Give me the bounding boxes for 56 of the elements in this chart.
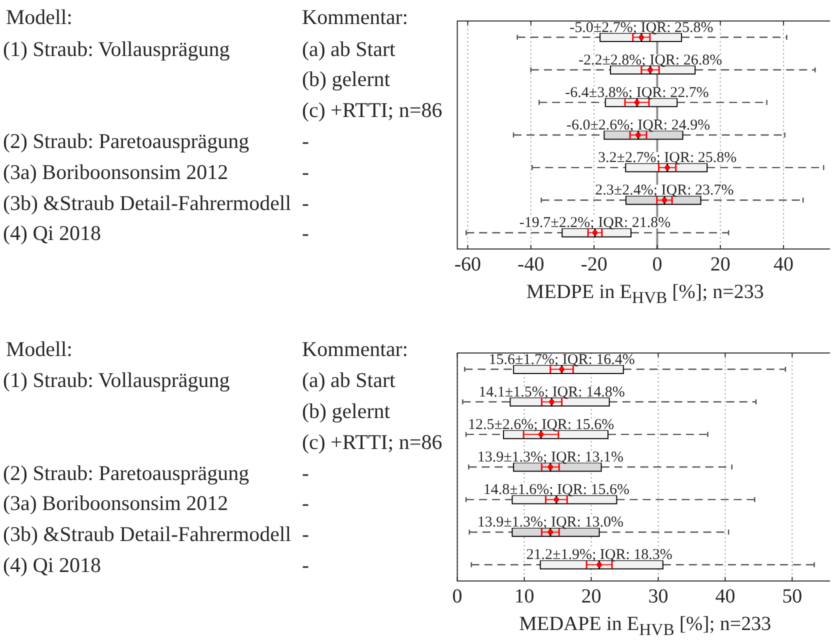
category-label: (b) gelernt: [302, 398, 390, 423]
text: Modell:: [6, 5, 72, 30]
x-tick-label: 30: [648, 584, 668, 607]
annotation: -6.0±2.6%; IQR: 24.9%: [566, 118, 710, 134]
x-axis-title: MEDPE in E$_{HVB}$ [%]; n=233: [525, 280, 765, 309]
annotation: 15.6±1.7%; IQR: 16.4%: [488, 351, 635, 368]
x-tick-label: 10: [514, 584, 534, 607]
category-label: (4) Qi 2018: [3, 552, 101, 577]
category-label: (3a) Boriboonsonsim 2012: [3, 160, 228, 184]
x-tick-label: 40: [774, 253, 794, 276]
x-tick-label: 0: [452, 584, 462, 607]
category-label: (2) Straub: Paretoausprägung: [3, 128, 250, 153]
category-label: (3a) Boriboonsonsim 2012: [3, 491, 228, 516]
x-tick-label: -40: [518, 253, 544, 276]
category-label: (a) ab Start: [302, 368, 396, 392]
category-label: (1) Straub: Vollausprägung: [3, 368, 230, 392]
annotation: 14.1±1.5%; IQR: 14.8%: [478, 384, 625, 400]
category-label: (c) +RTTI; n=86: [302, 98, 442, 122]
category-label: (3b) &Straub Detail-Fahrermodell: [3, 190, 292, 214]
text: Modell:: [6, 336, 72, 361]
category-label: -: [302, 460, 309, 485]
annotation: 14.8±1.6%; IQR: 15.6%: [483, 482, 630, 498]
annotation: -5.0±2.7%; IQR: 25.8%: [570, 20, 714, 36]
category-label: (4) Qi 2018: [3, 221, 101, 246]
annotation: -6.4±3.8%; IQR: 22.7%: [565, 84, 709, 101]
x-tick-label: 0: [652, 253, 662, 276]
category-label: -: [302, 128, 309, 153]
annotation: -2.2±2.8%; IQR: 26.8%: [578, 52, 722, 68]
category-label: -: [302, 491, 309, 516]
category-label: -: [302, 221, 309, 246]
annotation: 12.5±2.6%; IQR: 15.6%: [468, 416, 614, 433]
text: Kommentar:: [302, 5, 408, 30]
x-tick-label: -60: [454, 253, 482, 276]
annotation: 3.2±2.7%; IQR: 25.8%: [598, 150, 737, 166]
x-tick-label: 20: [581, 584, 602, 607]
annotation: 2.3±2.4%; IQR: 23.7%: [595, 182, 734, 199]
category-label: (a) ab Start: [302, 36, 396, 60]
annotation: 13.9±1.3%; IQR: 13.1%: [477, 449, 624, 466]
x-axis-title: MEDAPE in E$_{HVB}$ [%]; n=233: [518, 612, 772, 640]
x-tick-label: 50: [782, 584, 802, 607]
category-label: (c) +RTTI; n=86: [302, 430, 442, 454]
category-label: -: [302, 552, 309, 577]
category-label: -: [302, 160, 309, 184]
category-label: -: [302, 190, 309, 214]
category-label: (b) gelernt: [302, 67, 390, 92]
category-label: (2) Straub: Paretoausprägung: [3, 460, 250, 485]
annotation: -19.7±2.2%; IQR: 21.8%: [519, 215, 671, 232]
x-tick-label: 40: [715, 584, 736, 607]
x-tick-label: 20: [710, 253, 730, 276]
category-label: (3b) &Straub Detail-Fahrermodell: [3, 522, 292, 546]
category-label: -: [302, 522, 309, 546]
category-label: (1) Straub: Vollausprägung: [3, 36, 230, 60]
annotation: 21.2±1.9%; IQR: 18.3%: [526, 546, 672, 563]
annotation: 13.9±1.3%; IQR: 13.0%: [477, 514, 624, 530]
text: Kommentar:: [302, 336, 408, 361]
x-tick-label: -20: [580, 253, 608, 276]
